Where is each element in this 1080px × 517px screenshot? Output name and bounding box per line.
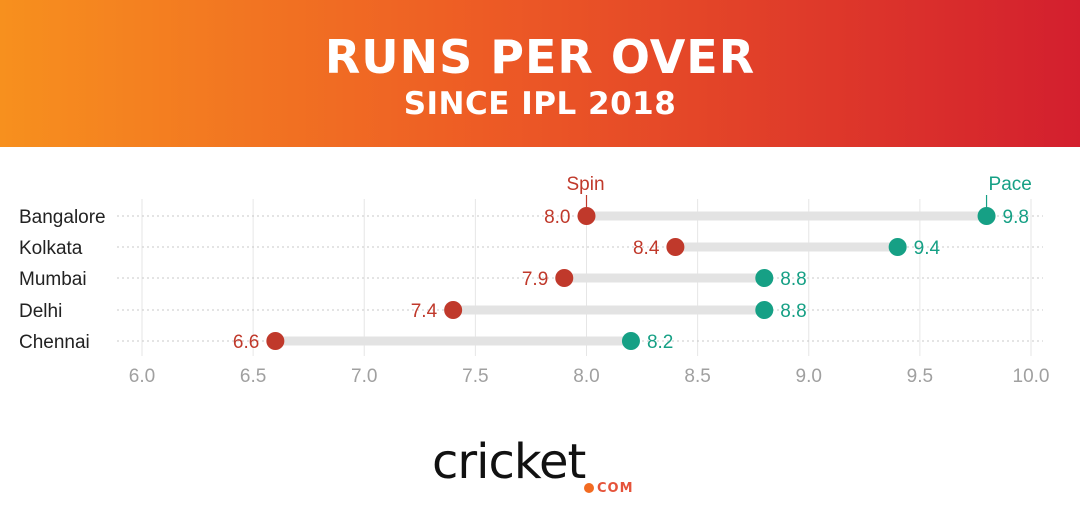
pace-value-label: 9.4	[914, 238, 941, 259]
spin-value-label: 8.0	[544, 207, 570, 228]
pace-value-label: 8.2	[647, 332, 673, 353]
category-label: Mumbai	[19, 269, 87, 290]
spin-value-label: 7.9	[522, 269, 548, 290]
chart-title: RUNS PER OVER	[324, 30, 756, 84]
chart-subtitle: SINCE IPL 2018	[403, 86, 677, 122]
header-banner: RUNS PER OVER SINCE IPL 2018	[0, 0, 1080, 147]
pace-point	[888, 238, 907, 256]
dumbbell-chart: 6.0 6.5 7.0 7.5 8.0 8.5 9.0 9.5 10.0 Bangalore Kol…	[19, 174, 1050, 387]
category-label: Bangalore	[19, 207, 106, 228]
x-tick-label: 6.0	[129, 366, 155, 387]
x-tick-label: 8.0	[573, 366, 599, 387]
spin-value-label: 6.6	[233, 332, 259, 353]
category-label: Kolkata	[19, 238, 83, 259]
spin-point	[555, 269, 574, 287]
pace-point	[755, 269, 774, 287]
pace-point	[977, 207, 996, 225]
spin-legend-label: Spin	[567, 174, 605, 195]
pace-value-label: 9.8	[1003, 207, 1029, 228]
category-label: Chennai	[19, 332, 90, 353]
logo-domain-text: COM	[597, 481, 634, 496]
x-tick-label: 8.5	[684, 366, 710, 387]
spin-value-label: 7.4	[411, 301, 438, 322]
spin-point	[266, 332, 285, 350]
spin-point	[577, 207, 596, 225]
pace-point	[755, 301, 774, 319]
category-label: Delhi	[19, 301, 62, 322]
pace-legend-label: Pace	[989, 174, 1032, 195]
spin-point	[666, 238, 685, 256]
pace-value-label: 8.8	[780, 301, 806, 322]
x-tick-label: 10.0	[1013, 366, 1050, 387]
x-tick-label: 9.0	[796, 366, 822, 387]
x-tick-label: 7.0	[351, 366, 377, 387]
pace-point	[621, 332, 640, 350]
logo-wordmark: cricket	[432, 434, 586, 490]
logo-domain: COM	[584, 481, 634, 496]
spin-point	[444, 301, 463, 319]
spin-value-label: 8.4	[633, 238, 660, 259]
cricket-com-logo: cricket COM	[432, 436, 652, 500]
pace-value-label: 8.8	[780, 269, 806, 290]
x-tick-label: 9.5	[907, 366, 933, 387]
x-tick-label: 7.5	[462, 366, 488, 387]
x-tick-label: 6.5	[240, 366, 266, 387]
logo-dot-icon	[584, 483, 594, 493]
